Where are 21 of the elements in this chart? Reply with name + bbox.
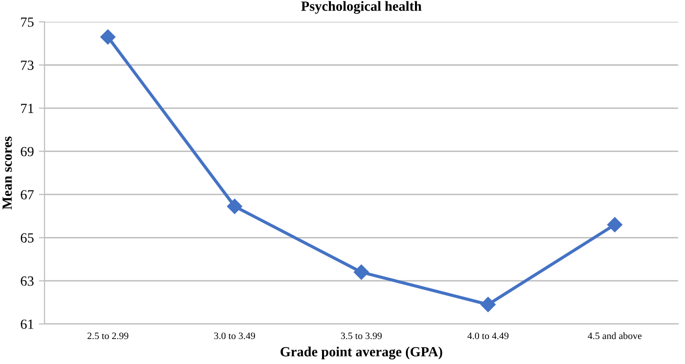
y-tick-label: 71 [21, 104, 34, 113]
chart-title: Psychological health [301, 1, 422, 14]
x-tick-label: 3.5 to 3.99 [341, 332, 382, 340]
y-tick-label: 69 [20, 146, 34, 156]
point [607, 217, 622, 232]
x-tick-label: 2.5 to 2.99 [88, 332, 128, 340]
point [354, 264, 369, 280]
point [227, 198, 242, 214]
point [100, 29, 116, 45]
x-axis-title: Grade point average (GPA) [280, 346, 442, 360]
x-tick-label: 4.5 and above [588, 332, 642, 340]
x-tick-label: 3.0 to 3.49 [214, 332, 256, 340]
y-tick-label: 73 [21, 60, 34, 70]
y-tick-label: 67 [20, 190, 34, 200]
y-tick-label: 61 [20, 320, 34, 329]
y-axis-title: Mean scores [2, 136, 12, 210]
x-tick-label: 4.0 to 4.49 [467, 332, 508, 340]
y-tick-label: 63 [20, 276, 34, 286]
y-tick-label: 65 [20, 233, 34, 243]
y-tick-label: 75 [21, 18, 34, 27]
point [480, 296, 496, 312]
